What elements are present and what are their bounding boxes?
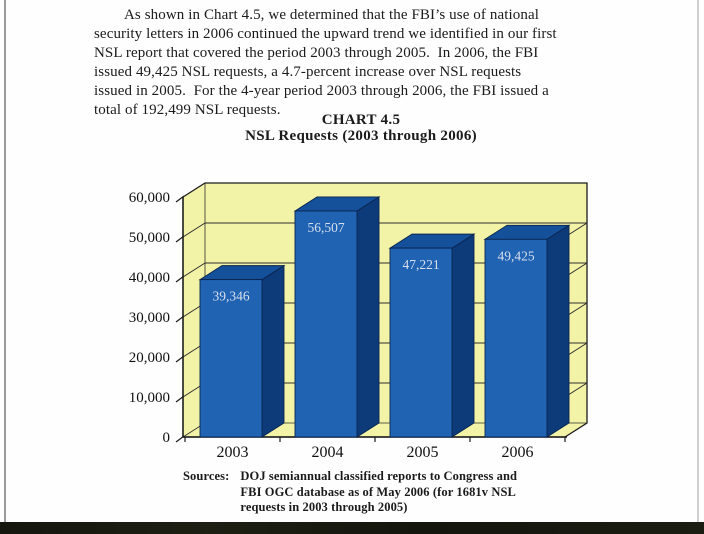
y-tick-label: 30,000 [129,310,170,326]
bar-value-label: 49,425 [497,248,534,263]
x-category-label: 2003 [217,444,249,461]
y-tick-label: 40,000 [129,270,170,286]
scan-bottom-band [0,522,704,534]
bar-front-face [484,238,548,438]
left-wall-gridline [182,262,206,278]
chart-title-line1: CHART 4.5 [321,112,401,128]
bar-front-face [199,279,263,438]
chart-sources: Sources: DOJ semiannual classified repor… [183,469,517,516]
bar-value-label: 39,346 [212,289,249,304]
bar-value-label: 47,221 [402,257,439,272]
y-tick-label: 0 [163,430,171,446]
body-paragraph: As shown in Chart 4.5, we determined tha… [94,7,557,118]
bar-side-face [356,196,380,438]
scan-edge-line-right [697,0,699,522]
chart-canvas: 0 10,000 20,000 30,000 40,000 50,000 60,000 39,… [129,182,588,461]
chart-title-line2: NSL Requests (2003 through 2006) [245,128,477,144]
y-tick-label: 20,000 [129,350,170,366]
bar-front-face [389,247,453,438]
nsl-requests-chart: 0 10,000 20,000 30,000 40,000 50,000 60,000 39,… [95,172,610,464]
bar-side-face [451,233,475,438]
left-wall-gridline [182,222,206,238]
chart-title: CHART 4.5 NSL Requests (2003 through 200… [100,112,622,144]
scan-edge-line-left [4,0,6,522]
sources-text: DOJ semiannual classified reports to Con… [240,469,518,514]
bar-value-label: 56,507 [307,220,344,235]
sources-label: Sources: [183,469,230,483]
y-tick-label: 60,000 [129,190,170,206]
bar-front-face [294,210,358,438]
bar-side-face [546,224,570,438]
bar-side-face [261,264,285,438]
y-tick-label: 10,000 [129,390,170,406]
x-category-label: 2004 [312,444,344,461]
x-category-label: 2005 [407,444,439,461]
x-category-label: 2006 [502,444,534,461]
y-tick-label: 50,000 [129,230,170,246]
